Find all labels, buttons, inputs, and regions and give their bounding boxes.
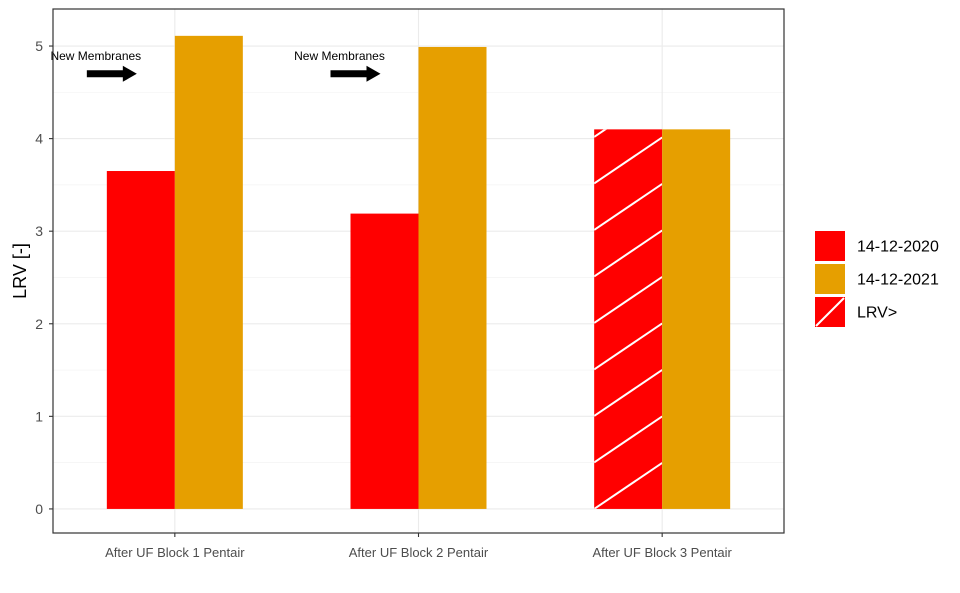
hatch-line: [594, 183, 663, 231]
bar: [594, 129, 663, 509]
legend-entry: 14-12-2020: [815, 231, 939, 261]
legend-key: [815, 231, 845, 261]
annotation: New Membranes: [294, 49, 385, 82]
hatch-line: [594, 369, 663, 417]
annotation-text: New Membranes: [294, 49, 385, 63]
legend-entry: 14-12-2021: [815, 264, 939, 294]
bar-group: [662, 129, 731, 509]
axes: 0 1 2 3 4 5 After UF Block 1 Pentair After UF B…: [35, 38, 732, 560]
bar: [662, 129, 731, 509]
y-tick-label: 5: [35, 38, 43, 54]
bar-group: [174, 35, 243, 509]
bar-group: [594, 129, 663, 509]
y-tick-label: 3: [35, 223, 43, 239]
arrow-icon: [330, 65, 381, 82]
bar-hatching: [594, 129, 663, 509]
hatch-line: [594, 322, 663, 371]
bar: [106, 171, 175, 509]
bar-group: [350, 213, 419, 509]
x-tick-label: After UF Block 1 Pentair: [105, 545, 245, 560]
hatch-line: [594, 462, 663, 509]
legend-label: 14-12-2020: [857, 239, 939, 256]
annotation-text: New Membranes: [50, 49, 141, 63]
bar-group: [106, 171, 175, 509]
bar-group: [418, 46, 487, 509]
legend: 14-12-2020 14-12-2021 LRV>: [815, 231, 939, 327]
y-tick-label: 0: [35, 501, 43, 517]
x-tick-label: After UF Block 2 Pentair: [349, 545, 489, 560]
legend-hatch-line: [815, 297, 845, 327]
y-tick-label: 1: [35, 408, 43, 424]
bar: [350, 213, 419, 509]
hatch-line: [594, 415, 663, 464]
annotations: New Membranes New Membranes: [50, 49, 385, 82]
annotation: New Membranes: [50, 49, 141, 82]
y-tick-label: 2: [35, 316, 43, 332]
bars: [106, 35, 731, 509]
hatch-line: [594, 229, 663, 278]
arrow-icon: [86, 65, 137, 82]
hatch-line: [594, 136, 663, 185]
legend-label: 14-12-2021: [857, 272, 939, 289]
x-tick-label: After UF Block 3 Pentair: [592, 545, 732, 560]
bar: [174, 35, 243, 509]
legend-entry: LRV>: [815, 297, 897, 327]
legend-label: LRV>: [857, 305, 897, 322]
y-axis-title: LRV [-]: [10, 243, 30, 299]
hatch-line: [594, 276, 663, 324]
bar: [418, 46, 487, 509]
y-tick-label: 4: [35, 131, 43, 147]
legend-key: [815, 264, 845, 294]
